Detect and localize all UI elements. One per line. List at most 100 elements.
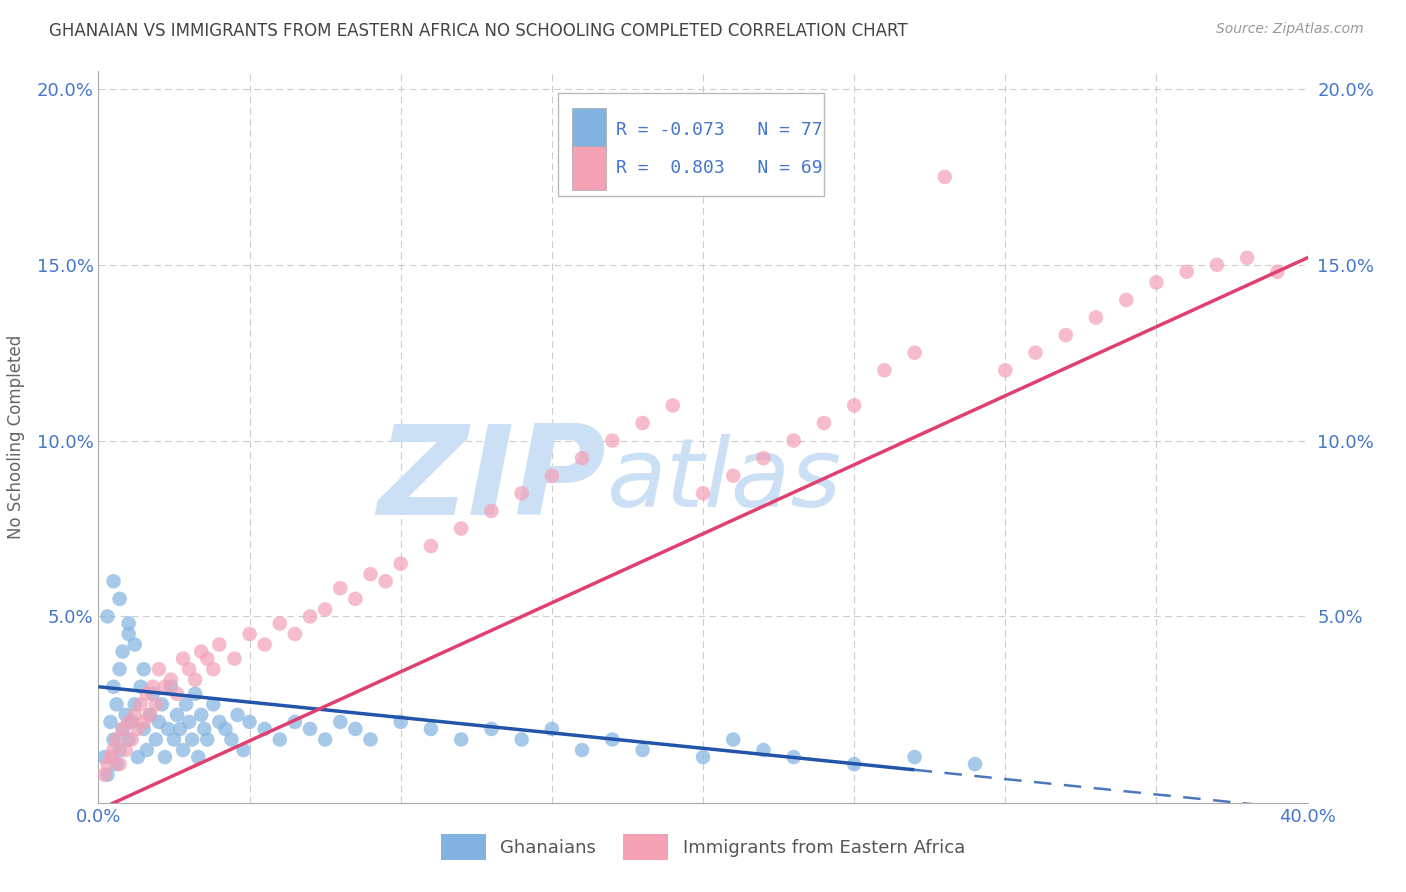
Point	[1144, 276, 1167, 290]
Text: Source: ZipAtlas.com: Source: ZipAtlas.com	[1216, 22, 1364, 37]
Point	[844, 757, 866, 772]
Point	[124, 638, 146, 652]
Point	[450, 521, 472, 535]
Point	[360, 567, 382, 582]
Point	[139, 707, 162, 722]
Point	[965, 757, 987, 772]
Point	[166, 707, 188, 722]
Text: R =  0.803   N = 69: R = 0.803 N = 69	[616, 159, 823, 177]
Point	[156, 722, 179, 736]
Point	[481, 722, 503, 736]
Point	[127, 750, 149, 764]
Point	[105, 698, 128, 712]
Point	[224, 651, 246, 665]
Point	[135, 743, 157, 757]
Point	[129, 698, 152, 712]
Point	[118, 732, 141, 747]
Point	[111, 722, 134, 736]
Point	[299, 609, 322, 624]
Point	[184, 673, 207, 687]
Point	[153, 680, 176, 694]
Point	[96, 609, 118, 624]
Point	[195, 732, 218, 747]
Point	[232, 743, 254, 757]
Point	[253, 722, 276, 736]
Point	[108, 757, 131, 772]
Point	[202, 662, 225, 676]
Point	[904, 345, 927, 359]
Point	[813, 416, 835, 430]
Point	[661, 399, 683, 413]
Point	[420, 722, 443, 736]
Point	[193, 722, 215, 736]
Point	[124, 707, 146, 722]
Point	[221, 732, 243, 747]
Point	[692, 750, 714, 764]
Point	[118, 714, 141, 729]
Point	[129, 680, 152, 694]
Point	[1115, 293, 1137, 307]
Point	[132, 722, 155, 736]
Point	[103, 680, 125, 694]
Point	[510, 486, 533, 500]
Point	[179, 714, 201, 729]
Point	[1175, 265, 1198, 279]
Point	[208, 714, 231, 729]
Point	[145, 698, 167, 712]
Point	[540, 722, 562, 736]
Point	[752, 451, 775, 466]
Y-axis label: No Schooling Completed: No Schooling Completed	[7, 335, 25, 539]
Point	[1085, 310, 1108, 325]
Point	[93, 767, 115, 781]
Point	[108, 591, 131, 606]
Point	[132, 714, 155, 729]
Point	[202, 698, 225, 712]
Point	[100, 750, 122, 764]
Point	[994, 363, 1017, 377]
Point	[844, 399, 866, 413]
Point	[783, 750, 806, 764]
Point	[139, 707, 162, 722]
Point	[160, 673, 183, 687]
Point	[540, 468, 562, 483]
Point	[169, 722, 191, 736]
Point	[873, 363, 896, 377]
Point	[135, 687, 157, 701]
Point	[269, 616, 291, 631]
Point	[108, 662, 131, 676]
Point	[160, 680, 183, 694]
Point	[314, 732, 336, 747]
Point	[103, 743, 125, 757]
Text: ZIP: ZIP	[378, 420, 606, 541]
Point	[329, 714, 352, 729]
Point	[93, 750, 115, 764]
Point	[299, 722, 322, 736]
Point	[105, 757, 128, 772]
Point	[124, 698, 146, 712]
Point	[602, 434, 624, 448]
Point	[692, 486, 714, 500]
Point	[723, 732, 745, 747]
Legend: Ghanaians, Immigrants from Eastern Africa: Ghanaians, Immigrants from Eastern Afric…	[433, 827, 973, 867]
Point	[904, 750, 927, 764]
Point	[934, 169, 956, 184]
Point	[723, 468, 745, 483]
Point	[195, 651, 218, 665]
Point	[1236, 251, 1258, 265]
Point	[172, 651, 194, 665]
Point	[187, 750, 209, 764]
Point	[269, 732, 291, 747]
Point	[184, 687, 207, 701]
Point	[105, 732, 128, 747]
Point	[374, 574, 396, 589]
Point	[571, 451, 593, 466]
Point	[132, 662, 155, 676]
Point	[174, 698, 197, 712]
FancyBboxPatch shape	[572, 146, 606, 190]
Point	[127, 722, 149, 736]
Point	[344, 591, 367, 606]
Point	[208, 638, 231, 652]
Point	[114, 743, 136, 757]
Point	[114, 707, 136, 722]
Point	[253, 638, 276, 652]
